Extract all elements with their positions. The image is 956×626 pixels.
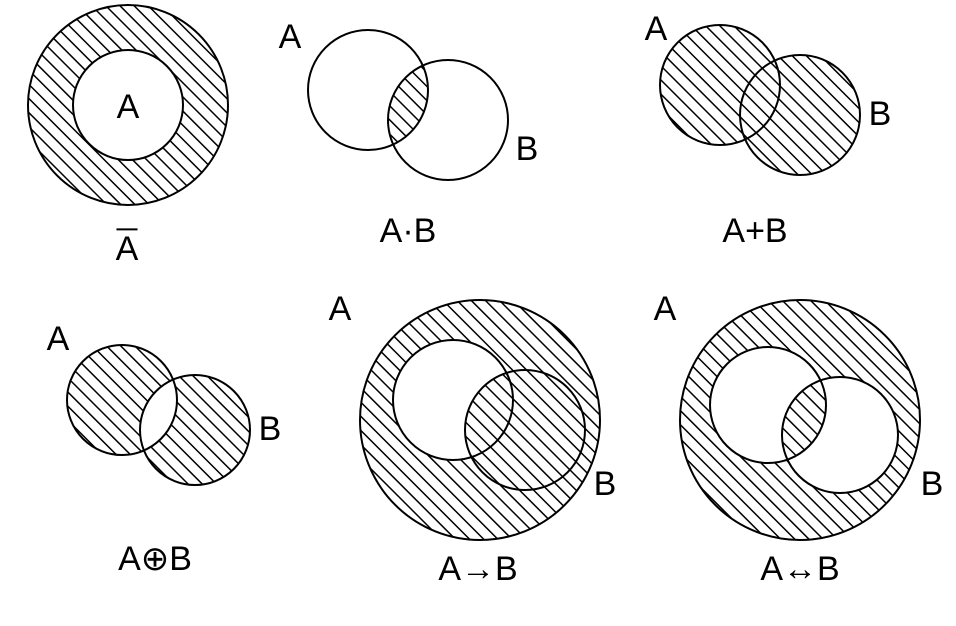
hatched-region	[0, 0, 956, 626]
caption: A↔B	[760, 550, 839, 588]
label-b: B	[921, 465, 944, 503]
label-a: A	[654, 290, 677, 328]
venn-iff: A B A↔B	[0, 0, 956, 626]
